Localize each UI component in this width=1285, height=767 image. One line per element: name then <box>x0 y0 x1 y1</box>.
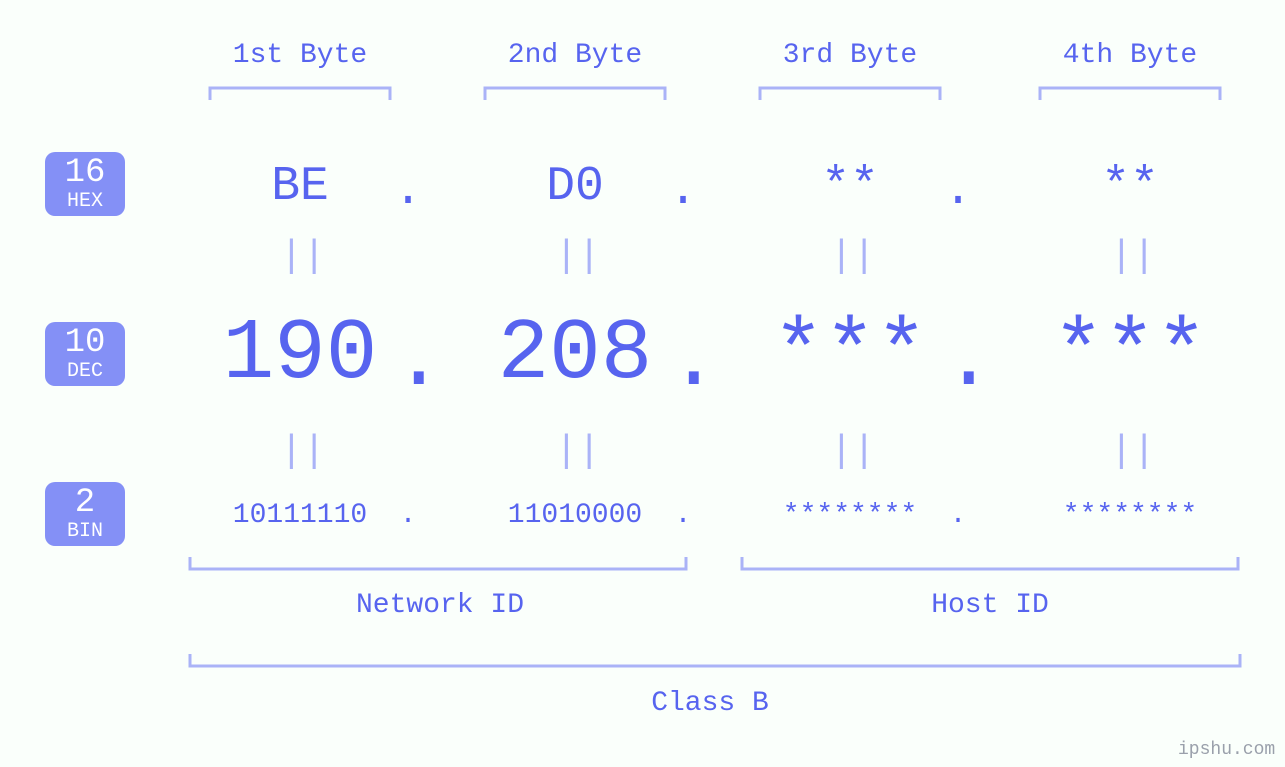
bin-byte-4: ******** <box>1000 500 1260 531</box>
hex-base-number: 16 <box>65 156 106 192</box>
bin-base-label: BIN <box>67 521 103 542</box>
dec-byte-1: 190 <box>170 305 430 403</box>
byte-header-4: 4th Byte <box>1030 40 1230 71</box>
dec-dot-1: . <box>393 312 423 410</box>
watermark: ipshu.com <box>1178 740 1275 760</box>
host-id-label: Host ID <box>890 590 1090 621</box>
byte-header-2: 2nd Byte <box>475 40 675 71</box>
eq-2-4: || <box>1110 430 1150 473</box>
eq-1-2: || <box>555 235 595 278</box>
top-bracket-2 <box>483 86 667 102</box>
hex-dot-3: . <box>943 164 973 218</box>
hex-byte-1: BE <box>170 160 430 214</box>
bin-byte-3: ******** <box>720 500 980 531</box>
hex-byte-2: D0 <box>445 160 705 214</box>
bin-dot-3: . <box>943 500 973 531</box>
eq-2-3: || <box>830 430 870 473</box>
class-bracket <box>188 652 1242 668</box>
top-bracket-1 <box>208 86 392 102</box>
host-id-bracket <box>740 555 1240 571</box>
top-bracket-4 <box>1038 86 1222 102</box>
hex-dot-1: . <box>393 164 423 218</box>
bin-dot-1: . <box>393 500 423 531</box>
dec-dot-2: . <box>668 312 698 410</box>
dec-dot-3: . <box>943 312 973 410</box>
dec-base-number: 10 <box>65 326 106 362</box>
top-bracket-3 <box>758 86 942 102</box>
bin-dot-2: . <box>668 500 698 531</box>
hex-base-badge: 16 HEX <box>45 152 125 216</box>
dec-base-label: DEC <box>67 361 103 382</box>
byte-header-3: 3rd Byte <box>750 40 950 71</box>
eq-2-2: || <box>555 430 595 473</box>
eq-1-3: || <box>830 235 870 278</box>
eq-1-4: || <box>1110 235 1150 278</box>
hex-dot-2: . <box>668 164 698 218</box>
bin-base-badge: 2 BIN <box>45 482 125 546</box>
network-id-label: Network ID <box>340 590 540 621</box>
dec-byte-4: *** <box>1000 305 1260 403</box>
network-id-bracket <box>188 555 688 571</box>
hex-base-label: HEX <box>67 191 103 212</box>
byte-header-1: 1st Byte <box>200 40 400 71</box>
bin-base-number: 2 <box>75 486 95 522</box>
bin-byte-1: 10111110 <box>170 500 430 531</box>
dec-base-badge: 10 DEC <box>45 322 125 386</box>
eq-1-1: || <box>280 235 320 278</box>
hex-byte-3: ** <box>720 160 980 214</box>
class-label: Class B <box>610 688 810 719</box>
dec-byte-3: *** <box>720 305 980 403</box>
hex-byte-4: ** <box>1000 160 1260 214</box>
dec-byte-2: 208 <box>445 305 705 403</box>
bin-byte-2: 11010000 <box>445 500 705 531</box>
eq-2-1: || <box>280 430 320 473</box>
